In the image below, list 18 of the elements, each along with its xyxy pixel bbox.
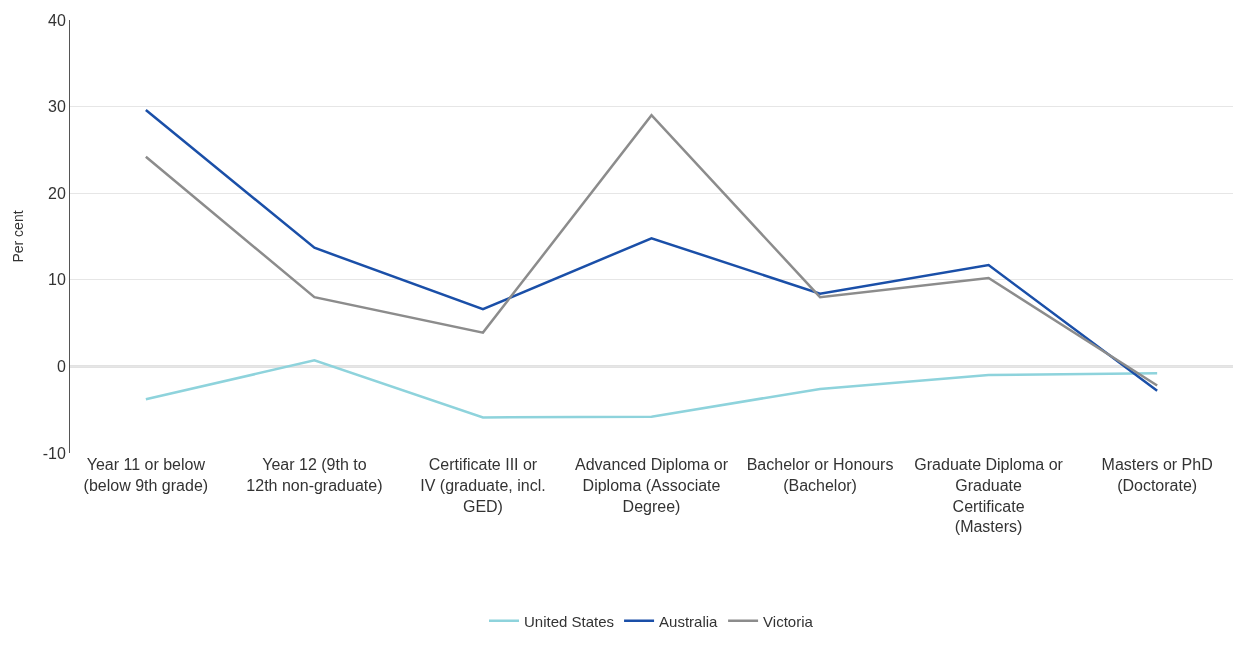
x-tick-label: Advanced Diploma or Diploma (Associate Degree)	[575, 456, 729, 515]
x-tick-label: Certificate III or IV (graduate, incl. GED)	[420, 456, 546, 515]
x-tick-label: Bachelor or Honours (Bachelor)	[746, 456, 894, 494]
y-tick-label: 30	[48, 98, 66, 116]
x-tick-label: Graduate Diploma or Graduate Certificate (Masters)	[914, 456, 1064, 536]
legend-label: Australia	[659, 612, 719, 630]
y-tick-label: 20	[48, 184, 66, 202]
legend-label: United States	[524, 612, 615, 630]
y-axis-title: Per cent	[10, 210, 27, 263]
line-series	[144, 359, 1159, 419]
legend-label: Victoria	[763, 612, 814, 630]
x-tick-label: Masters or PhD (Doctorate)	[1101, 456, 1213, 494]
x-tick-label: Year 11 or below (below 9th grade)	[83, 456, 209, 494]
y-tick-label: 40	[48, 11, 66, 29]
x-tick-label: Year 12 (9th to 12th non-graduate)	[246, 456, 383, 494]
y-tick-label: 0	[56, 358, 66, 375]
y-tick-label: -10	[42, 444, 66, 462]
y-tick-label: 10	[48, 271, 66, 289]
